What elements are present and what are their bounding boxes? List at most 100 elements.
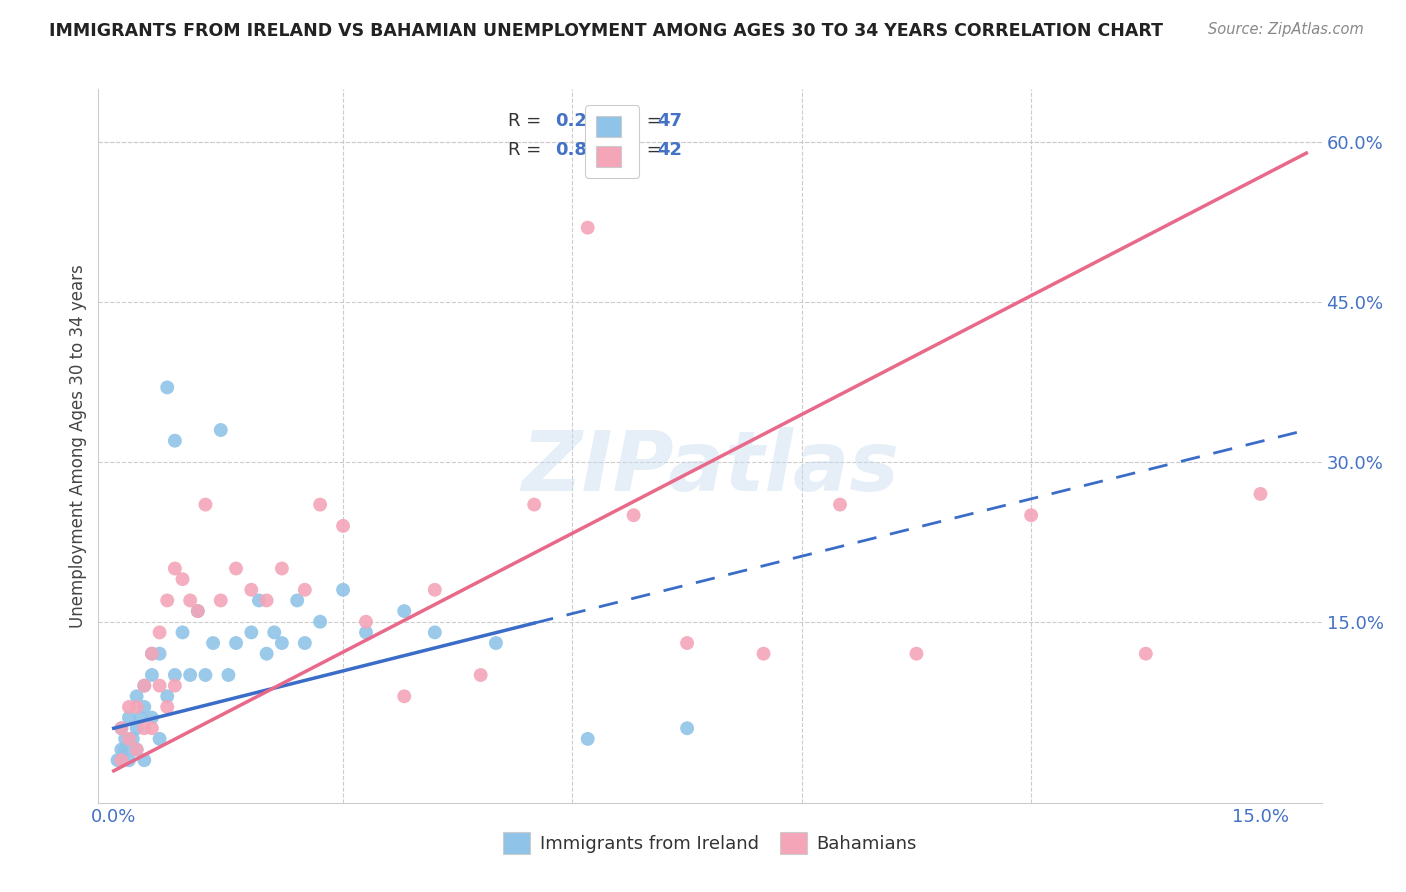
Point [294,636,316,650]
Point [270,636,292,650]
Point [134,700,156,714]
Point [107,753,129,767]
Point [110,753,132,767]
Point [125,721,148,735]
Point [576,731,599,746]
Point [240,582,263,597]
Point [225,636,247,650]
Point [114,731,136,746]
Point [156,593,179,607]
Point [163,668,186,682]
Point [179,668,201,682]
Point [179,593,201,607]
Point [423,625,446,640]
Point [141,647,163,661]
Point [134,753,156,767]
Point [217,668,239,682]
Point [309,615,332,629]
Point [1019,508,1042,523]
Point [141,647,163,661]
Point [1135,647,1157,661]
Text: 42: 42 [658,141,682,159]
Point [332,519,354,533]
Text: N =: N = [616,112,668,130]
Point [129,710,152,724]
Point [156,690,179,704]
Point [209,423,232,437]
Point [110,721,132,735]
Point [240,625,263,640]
Point [354,625,377,640]
Point [285,593,308,607]
Point [676,636,699,650]
Point [149,679,172,693]
Legend: Immigrants from Ireland, Bahamians: Immigrants from Ireland, Bahamians [496,825,924,862]
Point [828,498,851,512]
Point [576,220,599,235]
Point [263,625,285,640]
Point [172,572,194,586]
Point [141,721,163,735]
Point [256,647,278,661]
Point [752,647,775,661]
Point [125,700,148,714]
Point [485,636,508,650]
Point [121,731,143,746]
Point [149,731,172,746]
Point [110,742,132,756]
Point [141,668,163,682]
Point [110,721,132,735]
Point [125,742,148,756]
Point [118,753,141,767]
Point [149,647,172,661]
Point [423,582,446,597]
Point [172,625,194,640]
Point [118,710,141,724]
Point [187,604,209,618]
Point [118,700,141,714]
Point [194,498,217,512]
Text: 0.233: 0.233 [555,112,612,130]
Point [118,731,141,746]
Point [332,582,354,597]
Point [1249,487,1271,501]
Text: IMMIGRANTS FROM IRELAND VS BAHAMIAN UNEMPLOYMENT AMONG AGES 30 TO 34 YEARS CORRE: IMMIGRANTS FROM IRELAND VS BAHAMIAN UNEM… [49,22,1163,40]
Point [270,561,292,575]
Point [114,742,136,756]
Point [163,561,186,575]
Point [156,700,179,714]
Point [225,561,247,575]
Point [209,593,232,607]
Text: ZIPatlas: ZIPatlas [522,427,898,508]
Point [141,710,163,724]
Text: R =: R = [508,141,547,159]
Point [194,668,217,682]
Point [294,582,316,597]
Text: 0.827: 0.827 [555,141,612,159]
Point [309,498,332,512]
Point [149,625,172,640]
Y-axis label: Unemployment Among Ages 30 to 34 years: Unemployment Among Ages 30 to 34 years [69,264,87,628]
Point [156,380,179,394]
Point [392,604,416,618]
Point [202,636,225,650]
Text: N =: N = [616,141,668,159]
Point [125,742,148,756]
Point [134,721,156,735]
Point [623,508,645,523]
Point [163,434,186,448]
Point [676,721,699,735]
Point [392,690,416,704]
Point [247,593,270,607]
Point [256,593,278,607]
Point [125,690,148,704]
Point [134,679,156,693]
Text: Source: ZipAtlas.com: Source: ZipAtlas.com [1208,22,1364,37]
Point [134,679,156,693]
Point [163,679,186,693]
Point [354,615,377,629]
Point [523,498,546,512]
Text: 47: 47 [658,112,682,130]
Point [187,604,209,618]
Point [905,647,928,661]
